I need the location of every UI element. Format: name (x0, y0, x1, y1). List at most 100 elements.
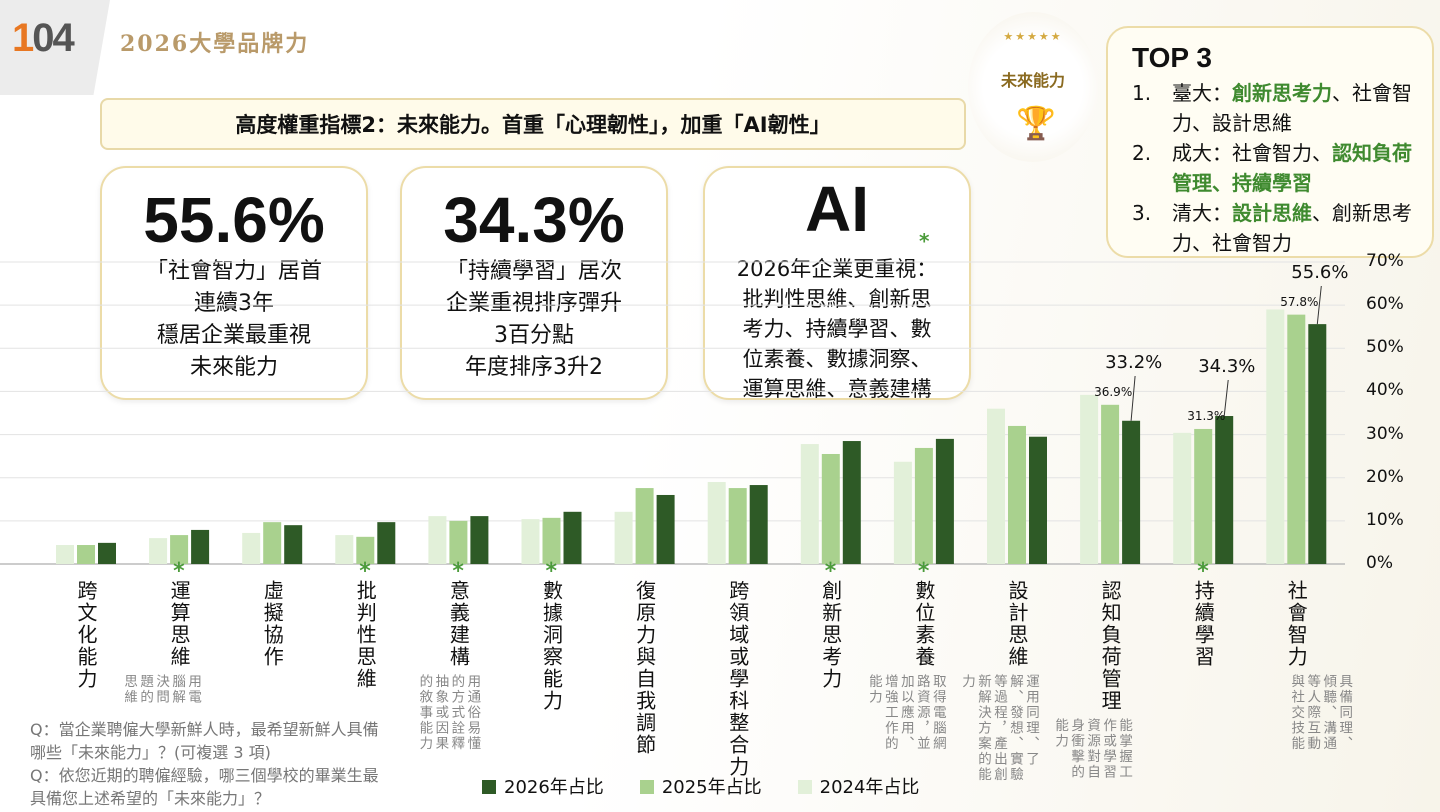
category-description: 具備同理、傾聽、溝通等人際互動與社交技能 (1288, 674, 1353, 752)
legend-item: 2026年占比 (482, 773, 604, 799)
bar-2024年占比 (800, 444, 819, 564)
bar-2026年占比 (1308, 324, 1327, 564)
top3-panel: TOP 3 1. 臺大：創新思考力、社會智力、設計思維 2. 成大：社會智力、認知負… (1106, 26, 1434, 258)
bar-2025年占比 (263, 522, 282, 564)
category-label: 設計思維 (1005, 580, 1029, 668)
bar-2024年占比 (428, 516, 447, 564)
bar-2024年占比 (614, 511, 633, 564)
stat-value: 55.6% (143, 184, 325, 256)
trophy-icon: 🏆 (1016, 104, 1056, 142)
stat-text: 「社會智力」居首 連續3年 穩居企業最重視 未來能力 (145, 259, 322, 380)
category-description: 用電腦解決問題的思維 (121, 674, 202, 705)
bar-2026年占比 (98, 542, 116, 564)
legend-item: 2025年占比 (639, 773, 762, 799)
survey-questions: Q：當企業聘僱大學新鮮人時，最希望新鮮人具備哪些「未來能力」？(可複選 3 項)… (30, 718, 390, 810)
y-tick-label: 30% (1366, 423, 1404, 444)
bar-2024年占比 (242, 532, 261, 564)
star-icon: * (1197, 559, 1209, 584)
bar-2026年占比 (377, 522, 396, 564)
bar-2024年占比 (987, 408, 1005, 564)
category-label: 創新思考力 (818, 580, 843, 690)
bar-2025年占比 (1008, 425, 1026, 564)
bar-2024年占比 (1266, 309, 1285, 564)
bar-2025年占比 (1194, 428, 1213, 564)
data-label: 34.3% (1198, 356, 1256, 377)
y-tick-label: 70% (1366, 251, 1404, 271)
y-tick-label: 60% (1366, 294, 1404, 315)
star-icon: * (173, 559, 185, 584)
category-label: 數位素養 (911, 580, 936, 668)
stat-text: 2026年企業更重視： 批判性思維、創新思 考力、持續學習、數 位素養、數據洞察… (736, 257, 938, 401)
leader-line (1316, 285, 1322, 325)
data-label: 36.9% (1094, 384, 1133, 399)
bar-2024年占比 (1173, 432, 1192, 564)
bar-2026年占比 (842, 441, 861, 564)
bar-2025年占比 (635, 488, 654, 564)
data-label: 31.3% (1187, 408, 1226, 423)
category-label: 認知負荷管理 (1098, 580, 1123, 712)
bar-2025年占比 (542, 517, 561, 564)
category-label: 社會智力 (1284, 580, 1309, 668)
y-tick-label: 0% (1366, 553, 1393, 573)
category-description: 用通俗易懂的方式詮釋抽象或因果的敘事能力 (416, 674, 481, 752)
bar-2025年占比 (1101, 404, 1120, 564)
star-icon: * (545, 559, 558, 584)
top3-item: 1. 臺大：創新思考力、社會智力、設計思維 (1132, 81, 1412, 135)
star-icon: * (917, 559, 930, 584)
bar-2026年占比 (284, 525, 303, 564)
logo-104: 104 (0, 0, 110, 95)
stat-value: AI (805, 173, 869, 245)
bar-2025年占比 (728, 488, 747, 564)
stat-card-ai: AI * 2026年企業更重視： 批判性思維、創新思 考力、持續學習、數 位素養… (703, 166, 971, 401)
category-description: 取得電腦網路資源，並加以應用、增強工作的能力 (865, 674, 946, 752)
stat-value: 34.3% (443, 184, 625, 256)
question-2: Q：依您近期的聘僱經驗，哪三個學校的畢業生最具備您上述希望的「未來能力」？ (30, 766, 379, 808)
bar-2024年占比 (1080, 394, 1099, 564)
bar-2025年占比 (77, 545, 95, 564)
bar-2024年占比 (149, 538, 168, 564)
top3-item: 3. 清大：設計思維、創新思考力、社會智力 (1132, 201, 1412, 255)
stat-card-learning: 34.3% 「持續學習」居次 企業重視排序彈升 3百分點 年度排序3升2 (400, 166, 668, 400)
data-label: 57.8% (1280, 294, 1319, 309)
category-description: 能掌握工作或學習資源對自身衝擊的能力 (1052, 718, 1133, 780)
bar-2024年占比 (521, 519, 540, 564)
page-title: 2026大學品牌力 (120, 31, 310, 57)
bar-2024年占比 (893, 461, 912, 564)
legend-swatch (797, 780, 812, 794)
stat-card-social: 55.6% 「社會智力」居首 連續3年 穩居企業最重視 未來能力 (100, 166, 368, 400)
y-tick-label: 20% (1366, 466, 1404, 487)
y-tick-label: 10% (1366, 509, 1404, 530)
category-label: 數據洞察能力 (539, 580, 564, 712)
top3-title: TOP 3 (1132, 42, 1212, 73)
badge-label: 未來能力 (1000, 71, 1065, 90)
star-icon: * (359, 559, 371, 584)
category-label: 批判性思維 (353, 580, 378, 690)
category-label: 跨領域或學科整合力 (725, 580, 750, 778)
banner-headline: 高度權重指標2：未來能力。首重「心理韌性」，加重「AI韌性」 (100, 98, 966, 150)
category-label: 運算思維 (167, 580, 192, 668)
bar-2025年占比 (170, 535, 189, 564)
legend-swatch (482, 780, 496, 794)
chart-legend: 2026年占比 2025年占比 2024年占比 (482, 773, 919, 799)
bar-2026年占比 (1122, 420, 1141, 564)
bar-2026年占比 (470, 516, 489, 564)
stat-text: 「持續學習」居次 企業重視排序彈升 3百分點 年度排序3升2 (445, 259, 622, 380)
bar-2026年占比 (191, 529, 210, 564)
bar-2026年占比 (656, 494, 675, 564)
bar-2024年占比 (335, 535, 354, 564)
bar-2025年占比 (821, 453, 840, 564)
star-icon: * (452, 559, 464, 584)
bar-2025年占比 (914, 447, 933, 564)
category-description: 運用同理、了解、發想、實驗等過程，產出創新解決方案的能力 (959, 674, 1039, 783)
top3-item: 2. 成大：社會智力、認知負荷管理、持續學習 (1132, 141, 1412, 195)
legend-item: 2024年占比 (797, 773, 919, 799)
bar-2026年占比 (935, 438, 954, 564)
category-label: 跨文化能力 (74, 580, 98, 690)
bar-2026年占比 (749, 485, 768, 564)
question-1: Q：當企業聘僱大學新鮮人時，最希望新鮮人具備哪些「未來能力」？(可複選 3 項) (30, 720, 379, 762)
bar-2024年占比 (707, 482, 726, 564)
data-label: 55.6% (1291, 262, 1349, 283)
leader-line (1223, 379, 1229, 417)
star-icon: * (919, 229, 930, 253)
